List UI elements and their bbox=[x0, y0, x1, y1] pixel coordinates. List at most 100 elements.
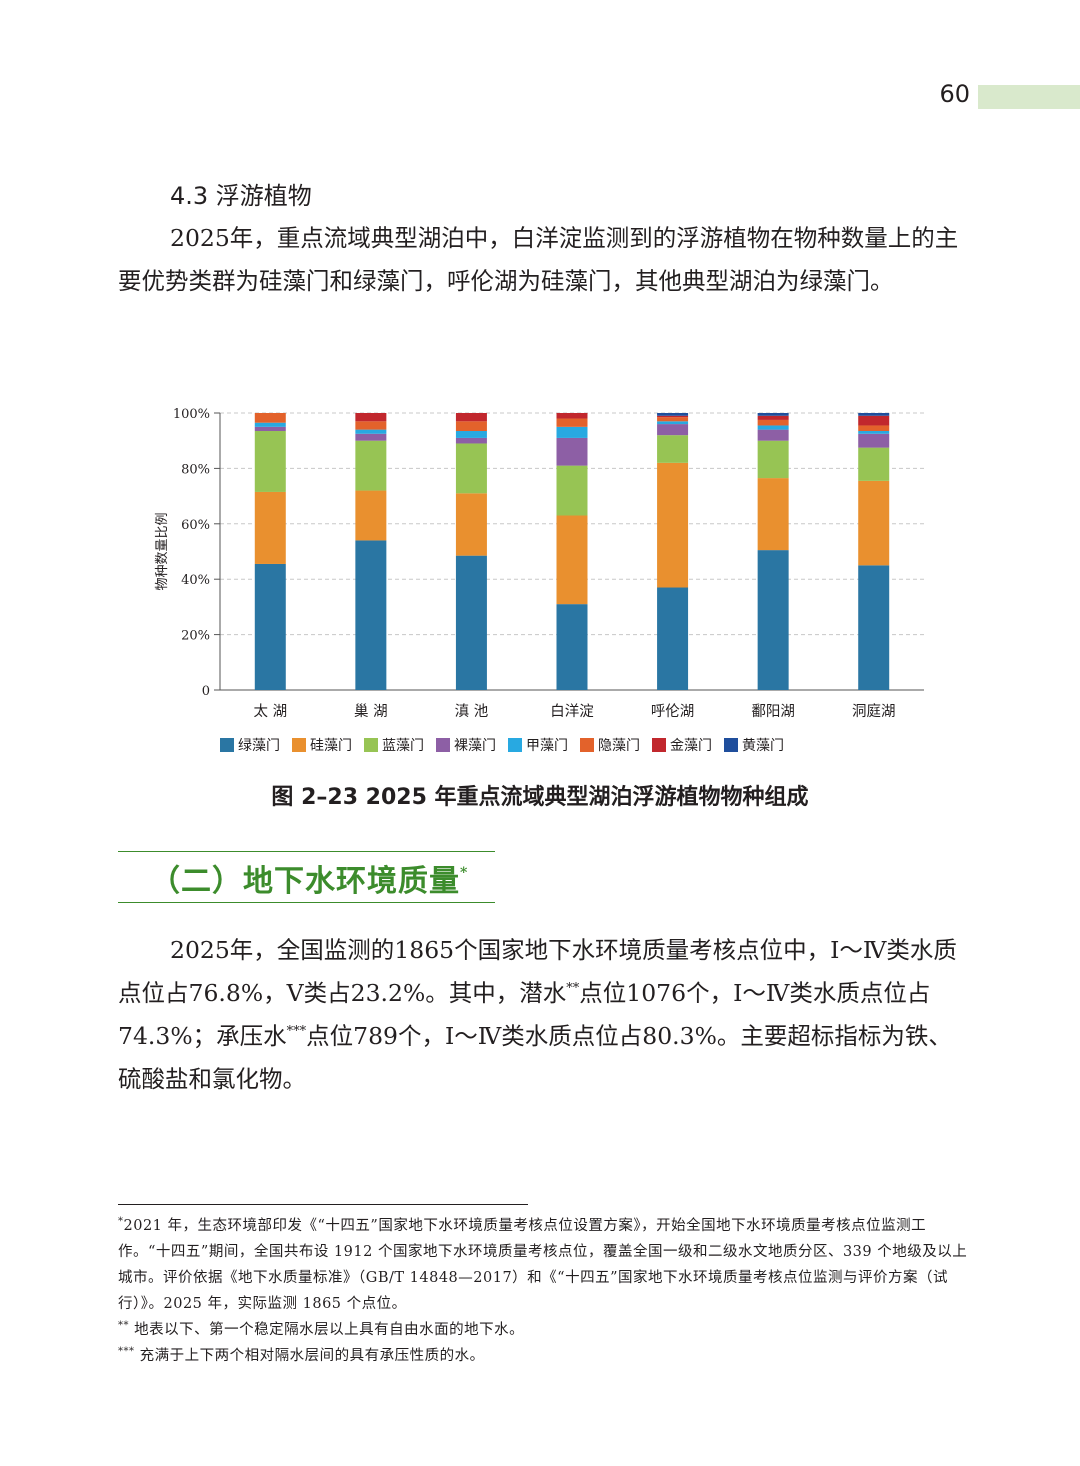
bar-segment bbox=[355, 429, 387, 434]
legend-label: 隐藻门 bbox=[598, 738, 640, 754]
x-tick-label: 鄱阳湖 bbox=[751, 703, 795, 720]
y-tick-label: 60% bbox=[181, 518, 210, 533]
legend-swatch bbox=[652, 738, 666, 752]
y-tick-label: 100% bbox=[173, 407, 210, 422]
bar-segment bbox=[254, 431, 286, 492]
bar-segment bbox=[757, 415, 789, 420]
legend-swatch bbox=[364, 738, 378, 752]
legend-label: 硅藻门 bbox=[310, 738, 352, 754]
bar-segment bbox=[757, 413, 789, 416]
heading-footnote-mark: * bbox=[460, 865, 469, 881]
bar-segment bbox=[657, 435, 689, 463]
x-tick-label: 洞庭湖 bbox=[852, 703, 896, 720]
x-tick-label: 白洋淀 bbox=[550, 703, 594, 720]
footnote-mark-3: *** bbox=[286, 1024, 307, 1039]
bar-segment bbox=[757, 425, 789, 430]
bar-segment bbox=[858, 415, 890, 426]
x-tick-label: 呼伦湖 bbox=[651, 703, 695, 720]
page-number: 60 bbox=[939, 80, 970, 108]
footnote-text: 地表以下、第一个稳定隔水层以上具有自由水面的地下水。 bbox=[129, 1322, 525, 1338]
y-tick-label: 20% bbox=[181, 629, 210, 644]
legend-swatch bbox=[724, 738, 738, 752]
bar-segment bbox=[556, 426, 588, 438]
bar-segment bbox=[757, 429, 789, 441]
bar-segment bbox=[355, 540, 387, 690]
bar-segment bbox=[858, 413, 890, 416]
heading-rule-top bbox=[118, 851, 495, 852]
heading-rule-bottom bbox=[118, 902, 495, 903]
page-header-bar bbox=[978, 85, 1080, 109]
y-tick-label: 0 bbox=[202, 684, 210, 699]
bar-segment bbox=[858, 447, 890, 481]
legend-item: 隐藻门 bbox=[580, 735, 640, 755]
bar-segment bbox=[455, 493, 487, 556]
bar-segment bbox=[657, 462, 689, 588]
bar-segment bbox=[757, 478, 789, 551]
legend-swatch bbox=[436, 738, 450, 752]
footnote-mark: *** bbox=[118, 1346, 135, 1357]
bar-segment bbox=[254, 491, 286, 564]
bar-segment bbox=[858, 480, 890, 566]
x-tick-label: 太 湖 bbox=[253, 703, 287, 720]
figure-caption: 图 2–23 2025 年重点流域典型湖泊浮游植物物种组成 bbox=[271, 785, 809, 810]
legend-label: 绿藻门 bbox=[238, 738, 280, 754]
bar-segment bbox=[254, 426, 286, 432]
footnote: ** 地表以下、第一个稳定隔水层以上具有自由水面的地下水。 bbox=[118, 1317, 968, 1343]
bar-segment bbox=[657, 421, 689, 425]
bar-segment bbox=[657, 415, 689, 418]
footnote-mark-2: ** bbox=[566, 981, 580, 996]
bar-segment bbox=[556, 413, 588, 419]
bar-segment bbox=[657, 413, 689, 416]
x-tick-label: 滇 池 bbox=[455, 703, 489, 720]
groundwater-text-2: 点位1076个，Ⅰ～Ⅳ类水质点位占74.3%；承压水 bbox=[118, 979, 931, 1050]
bar-segment bbox=[858, 433, 890, 448]
bar-segment bbox=[657, 587, 689, 690]
bar-segment bbox=[455, 413, 487, 422]
bar-segment bbox=[355, 440, 387, 491]
bar-segment bbox=[455, 443, 487, 494]
legend-label: 黄藻门 bbox=[742, 738, 784, 754]
legend-item: 黄藻门 bbox=[724, 735, 784, 755]
paragraph-groundwater: 2025年，全国监测的1865个国家地下水环境质量考核点位中，Ⅰ～Ⅳ类水质点位占… bbox=[118, 929, 968, 1101]
legend-item: 蓝藻门 bbox=[364, 735, 424, 755]
y-axis-label: 物种数量比例 bbox=[155, 512, 170, 590]
groundwater-heading: （二）地下水环境质量* bbox=[150, 856, 468, 900]
bar-segment bbox=[355, 413, 387, 422]
legend-item: 硅藻门 bbox=[292, 735, 352, 755]
footnotes: *2021 年，生态环境部印发《“十四五”国家地下水环境质量考核点位设置方案》，… bbox=[118, 1213, 968, 1369]
legend-swatch bbox=[292, 738, 306, 752]
footnote-mark: ** bbox=[118, 1320, 129, 1331]
legend-label: 甲藻门 bbox=[526, 738, 568, 754]
bar-segment bbox=[355, 490, 387, 541]
footnote: *2021 年，生态环境部印发《“十四五”国家地下水环境质量考核点位设置方案》，… bbox=[118, 1213, 968, 1317]
chart-legend: 绿藻门 硅藻门 蓝藻门 裸藻门 甲藻门 隐藻门 金藻门 黄藻门 bbox=[220, 735, 940, 755]
footnote-mark: * bbox=[118, 1216, 124, 1227]
legend-label: 蓝藻门 bbox=[382, 738, 424, 754]
bar-segment bbox=[556, 465, 588, 516]
footnote-text: 充满于上下两个相对隔水层间的具有承压性质的水。 bbox=[134, 1348, 485, 1364]
bar-segment bbox=[254, 413, 286, 423]
bar-segment bbox=[455, 437, 487, 444]
groundwater-text-3: 点位789个，Ⅰ～Ⅳ类水质点位占80.3%。主要超标指标为铁、硫酸盐和氯化物。 bbox=[118, 1022, 952, 1093]
legend-swatch bbox=[220, 738, 234, 752]
legend-item: 甲藻门 bbox=[508, 735, 568, 755]
legend-item: 裸藻门 bbox=[436, 735, 496, 755]
paragraph-phytoplankton: 2025年，重点流域典型湖泊中，白洋淀监测到的浮游植物在物种数量上的主要优势类群… bbox=[118, 224, 959, 295]
bar-segment bbox=[556, 604, 588, 690]
legend-swatch bbox=[508, 738, 522, 752]
bar-segment bbox=[556, 515, 588, 605]
legend-label: 裸藻门 bbox=[454, 738, 496, 754]
legend-item: 绿藻门 bbox=[220, 735, 280, 755]
bar-segment bbox=[455, 421, 487, 432]
bar-segment bbox=[858, 431, 890, 434]
bar-segment bbox=[858, 425, 890, 432]
bar-segment bbox=[355, 421, 387, 430]
bar-segment bbox=[455, 555, 487, 690]
legend-label: 金藻门 bbox=[670, 738, 712, 754]
groundwater-heading-text: （二）地下水环境质量 bbox=[150, 864, 460, 899]
bar-segment bbox=[657, 417, 689, 422]
bar-segment bbox=[254, 563, 286, 690]
x-tick-label: 巢 湖 bbox=[354, 703, 388, 720]
bar-segment bbox=[757, 419, 789, 426]
